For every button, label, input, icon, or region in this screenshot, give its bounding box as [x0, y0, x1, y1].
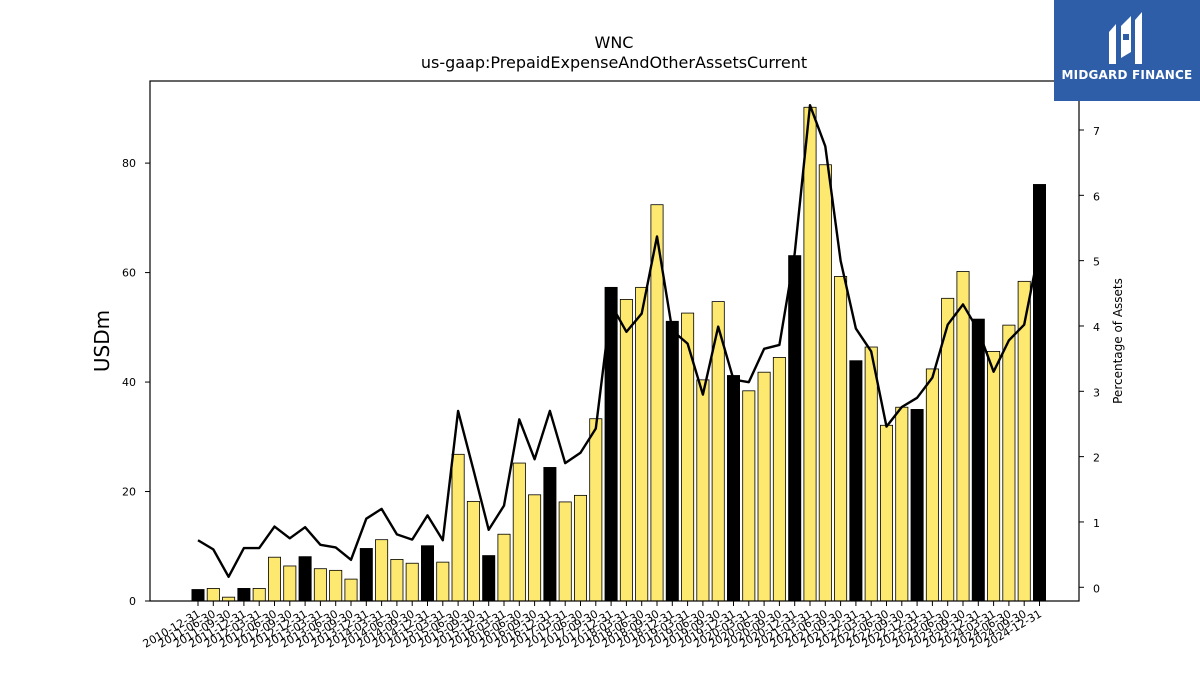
y-tick-label: 0: [129, 595, 136, 608]
brand-logo: MIDGARD FINANCE: [1054, 0, 1200, 101]
bar-2016-12-31: [543, 467, 557, 602]
y-tick-label: 80: [122, 157, 136, 170]
y-axis-label: USDm: [90, 310, 114, 372]
bar-2012-09-30: [283, 565, 297, 602]
bar-2018-06-30: [635, 286, 649, 602]
y-tick-label: 60: [122, 267, 136, 280]
bar-2018-03-31: [619, 298, 633, 602]
bar-2016-03-31: [497, 533, 511, 602]
bar-2012-03-31: [252, 588, 266, 602]
bar-2021-09-30: [834, 276, 848, 602]
bar-2023-12-31: [971, 318, 985, 602]
left-axis: 0 20 40 60 80: [122, 157, 150, 608]
midgard-logo-icon: [1109, 12, 1142, 64]
bar-2013-09-30: [344, 578, 358, 602]
bar-2020-03-31: [742, 390, 756, 602]
y2-tick-label: 1: [1093, 517, 1100, 530]
brand-name: MIDGARD FINANCE: [1061, 68, 1193, 82]
y2-tick-label: 7: [1093, 125, 1100, 138]
bar-2013-12-31: [359, 548, 373, 602]
bar-2022-12-31: [910, 409, 924, 602]
bar-2018-12-31: [665, 320, 679, 602]
bar-2023-09-30: [956, 271, 970, 602]
bar-2024-06-30: [1002, 324, 1016, 602]
bar-2024-03-31: [987, 350, 1001, 602]
bar-2013-06-30: [329, 569, 343, 602]
bar-2019-12-31: [727, 375, 741, 602]
bar-2015-06-30: [451, 453, 465, 602]
y2-tick-label: 0: [1093, 582, 1100, 595]
bar-2021-06-30: [818, 164, 832, 602]
bar-2015-12-31: [482, 555, 496, 602]
bar-2020-12-31: [788, 255, 802, 602]
bar-2014-09-30: [405, 562, 419, 602]
y-tick-label: 20: [122, 486, 136, 499]
y2-tick-label: 3: [1093, 386, 1100, 399]
bar-2015-09-30: [466, 500, 480, 602]
bar-2017-09-30: [589, 418, 603, 602]
y2-tick-label: 6: [1093, 190, 1100, 203]
x-axis: 2010-12-312011-06-302011-09-302011-12-31…: [141, 601, 1044, 651]
bar-2023-03-31: [925, 368, 939, 602]
bar-series: [191, 106, 1047, 602]
bar-2014-06-30: [390, 559, 404, 602]
bar-2022-03-31: [864, 346, 878, 602]
bar-2016-06-30: [512, 462, 526, 602]
plot-frame: [149, 80, 1080, 602]
bar-2011-12-31: [237, 588, 251, 602]
bar-2011-06-30: [206, 588, 220, 602]
bar-2013-03-31: [313, 568, 327, 602]
bar-2019-06-30: [696, 379, 710, 602]
bar-2024-12-31: [1033, 184, 1047, 602]
y2-tick-label: 2: [1093, 452, 1100, 465]
bar-2014-03-31: [375, 539, 389, 602]
bar-2010-12-31: [191, 589, 205, 602]
chart-title: WNC: [595, 33, 634, 52]
bar-2012-06-30: [267, 556, 281, 602]
y2-axis-label: Percentage of Assets: [1111, 278, 1125, 404]
bar-2022-06-30: [880, 424, 894, 602]
percentage-line: [197, 103, 1041, 579]
bar-2021-12-31: [849, 360, 863, 602]
bar-2021-03-31: [803, 106, 817, 602]
y2-tick-label: 5: [1093, 256, 1100, 269]
bar-2017-06-30: [574, 494, 588, 602]
bar-2016-09-30: [528, 494, 542, 602]
bar-2015-03-31: [436, 561, 450, 602]
bar-2020-09-30: [772, 357, 786, 602]
y-tick-label: 40: [122, 376, 136, 389]
bar-2017-03-31: [558, 501, 572, 602]
y2-tick-label: 4: [1093, 321, 1100, 334]
chart-subtitle: us-gaap:PrepaidExpenseAndOtherAssetsCurr…: [421, 53, 807, 72]
right-axis: 0 1 2 3 4 5 6 7: [1079, 125, 1100, 595]
bar-2012-12-31: [298, 556, 312, 602]
bar-2020-06-30: [757, 371, 771, 602]
bar-2014-12-31: [420, 545, 434, 602]
bar-2022-09-30: [895, 406, 909, 602]
